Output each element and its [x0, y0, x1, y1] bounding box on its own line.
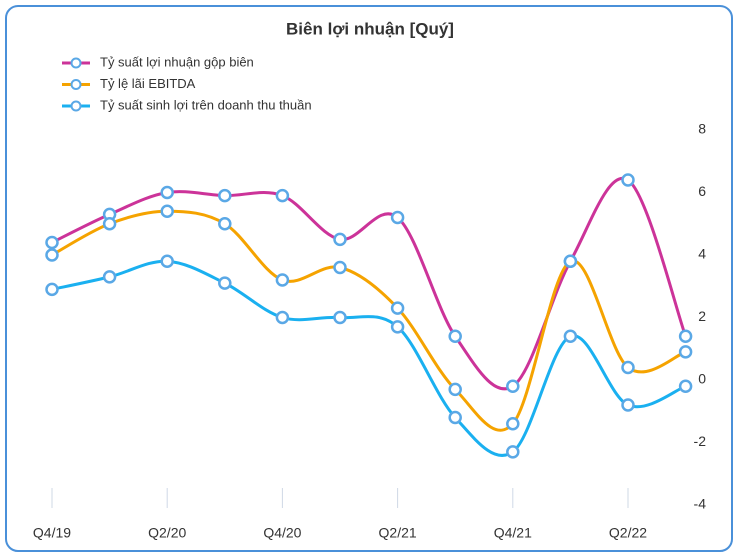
point [160, 254, 174, 268]
point [275, 273, 290, 287]
point [506, 417, 520, 431]
point [333, 310, 347, 325]
point [506, 379, 520, 393]
point [160, 204, 174, 218]
point [102, 270, 117, 284]
frame [5, 5, 733, 552]
point [621, 360, 635, 375]
point [160, 185, 174, 200]
y-tick-label: -4 [694, 496, 707, 512]
legend-label: Tỷ suất sinh lợi trên doanh thu thuần [100, 97, 312, 112]
x-tick-label: Q2/20 [148, 525, 186, 541]
x-tick-label: Q4/19 [33, 525, 71, 541]
point [621, 398, 635, 412]
point [333, 232, 347, 247]
y-tick-label: 2 [698, 308, 706, 324]
point [448, 410, 462, 425]
point [102, 217, 117, 231]
y-tick-label: 0 [698, 371, 706, 387]
legend-label: Tỷ lệ lãi EBITDA [100, 76, 196, 91]
legend-label: Tỷ suất lợi nhuận gộp biên [100, 54, 254, 69]
point [448, 329, 462, 343]
point [506, 445, 520, 459]
point [678, 379, 693, 393]
y-tick-label: -2 [694, 433, 707, 449]
point [448, 382, 462, 397]
point [218, 276, 232, 290]
y-tick-label: 6 [698, 183, 706, 199]
point [390, 301, 405, 315]
point [275, 310, 290, 325]
x-tick-label: Q4/21 [494, 525, 532, 541]
point [678, 345, 693, 359]
point [390, 320, 405, 334]
legend-marker [70, 79, 82, 90]
point [333, 260, 347, 275]
y-tick-label: 8 [698, 121, 706, 137]
legend-marker [70, 57, 82, 69]
point [390, 210, 405, 225]
point [45, 248, 59, 262]
x-tick-label: Q2/21 [379, 525, 417, 541]
point [275, 188, 290, 203]
point [45, 235, 59, 250]
y-tick-label: 4 [698, 246, 706, 262]
point [563, 254, 578, 268]
x-tick-label: Q4/20 [263, 525, 301, 541]
point [45, 282, 59, 297]
point [218, 188, 232, 203]
point [563, 329, 578, 343]
legend-marker [70, 100, 82, 112]
point [218, 217, 232, 231]
chart-title: Biên lợi nhuận [Quý] [286, 19, 454, 38]
point [621, 173, 635, 187]
x-tick-label: Q2/22 [609, 525, 647, 541]
point [678, 329, 693, 343]
